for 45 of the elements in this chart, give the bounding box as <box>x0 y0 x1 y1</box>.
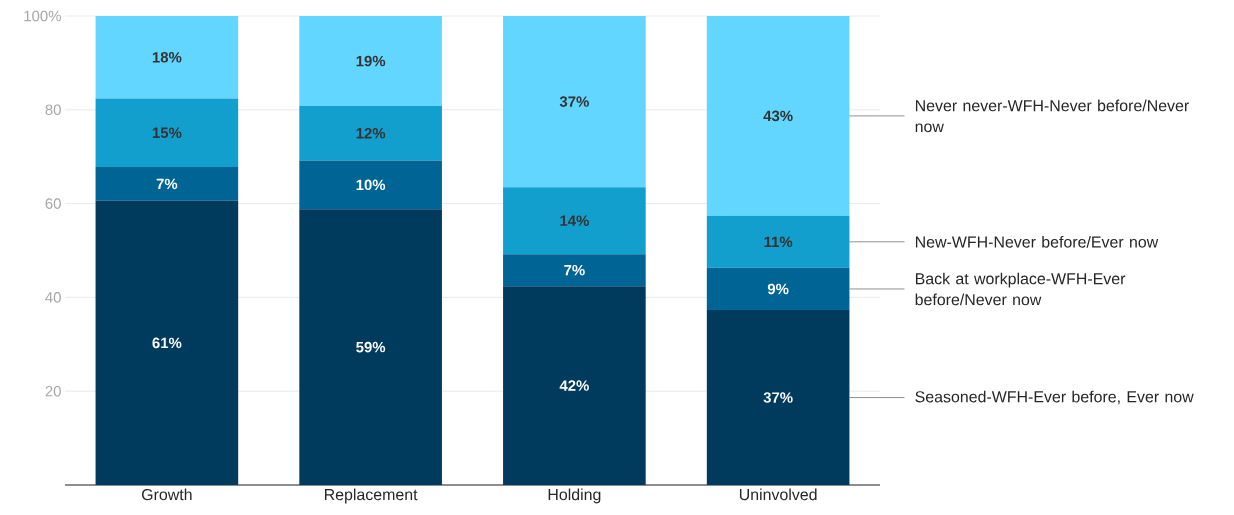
y-tick-label: 20 <box>45 385 61 397</box>
data-label: 7% <box>564 264 585 276</box>
y-tick-label: 80 <box>45 104 61 116</box>
y-tick-label: 40 <box>45 292 61 303</box>
data-label: 12% <box>356 127 386 139</box>
data-label: 9% <box>767 283 789 295</box>
bar <box>95 167 239 201</box>
data-label: 18% <box>152 51 182 63</box>
data-label: 59% <box>356 341 386 353</box>
x-tick-label: Holding <box>548 488 601 504</box>
data-label: 43% <box>763 110 793 122</box>
data-label: 10% <box>356 179 386 191</box>
bar <box>299 106 442 161</box>
bar <box>706 310 850 485</box>
data-label: 37% <box>763 392 793 403</box>
text: Seasoned-WFH-Ever before, Ever now <box>915 390 1194 405</box>
bar <box>503 16 646 188</box>
bar <box>95 200 239 485</box>
data-label: 61% <box>152 337 182 349</box>
bar <box>95 16 239 99</box>
bar <box>299 160 442 210</box>
bar <box>503 187 646 255</box>
bar <box>503 254 646 287</box>
bar <box>706 267 850 311</box>
x-tick-label: Uninvolved <box>739 488 817 501</box>
data-label: 19% <box>356 55 386 67</box>
data-label: 37% <box>559 96 589 107</box>
data-label: 15% <box>152 127 182 139</box>
y-tick-label: 100% <box>24 10 61 22</box>
text: Back at workplace-WFH-Ever before/Never now <box>915 272 1126 306</box>
text: New-WFH-Never before/Ever now <box>915 235 1159 248</box>
bar <box>299 209 442 485</box>
bar <box>706 215 850 268</box>
x-tick-label: Replacement <box>324 488 418 504</box>
x-tick-label: Growth <box>141 488 192 501</box>
bar <box>706 16 850 216</box>
data-label: 7% <box>156 178 178 190</box>
data-label: 14% <box>560 215 589 226</box>
bar <box>95 98 239 168</box>
text: Never never-WFH-Never before/Never now <box>915 99 1189 133</box>
y-tick-label: 60 <box>45 198 61 209</box>
bar <box>503 286 646 485</box>
bar <box>299 16 442 107</box>
data-label: 42% <box>559 380 589 391</box>
data-label: 11% <box>764 236 793 248</box>
